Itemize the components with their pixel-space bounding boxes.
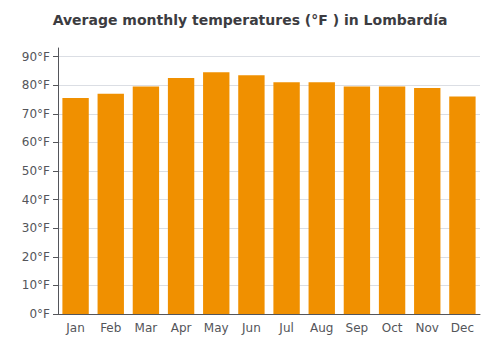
svg-text:80°F: 80°F xyxy=(22,78,50,92)
svg-text:60°F: 60°F xyxy=(22,135,50,149)
svg-text:70°F: 70°F xyxy=(22,107,50,121)
svg-text:Apr: Apr xyxy=(171,321,192,335)
svg-text:40°F: 40°F xyxy=(22,193,50,207)
svg-text:50°F: 50°F xyxy=(22,164,50,178)
svg-text:Jan: Jan xyxy=(65,321,85,335)
svg-text:Oct: Oct xyxy=(382,321,403,335)
svg-text:Aug: Aug xyxy=(310,321,333,335)
svg-text:20°F: 20°F xyxy=(22,250,50,264)
svg-text:30°F: 30°F xyxy=(22,221,50,235)
svg-text:May: May xyxy=(204,321,229,335)
svg-text:10°F: 10°F xyxy=(22,278,50,292)
svg-text:Jun: Jun xyxy=(241,321,261,335)
svg-text:Jul: Jul xyxy=(278,321,293,335)
svg-text:Dec: Dec xyxy=(451,321,474,335)
svg-text:90°F: 90°F xyxy=(22,50,50,64)
svg-text:Nov: Nov xyxy=(416,321,439,335)
svg-text:0°F: 0°F xyxy=(29,307,50,321)
svg-text:Mar: Mar xyxy=(135,321,158,335)
svg-text:Sep: Sep xyxy=(346,321,369,335)
svg-text:Average monthly temperatures (: Average monthly temperatures (°F ) in Lo… xyxy=(53,12,448,28)
svg-text:Feb: Feb xyxy=(100,321,121,335)
